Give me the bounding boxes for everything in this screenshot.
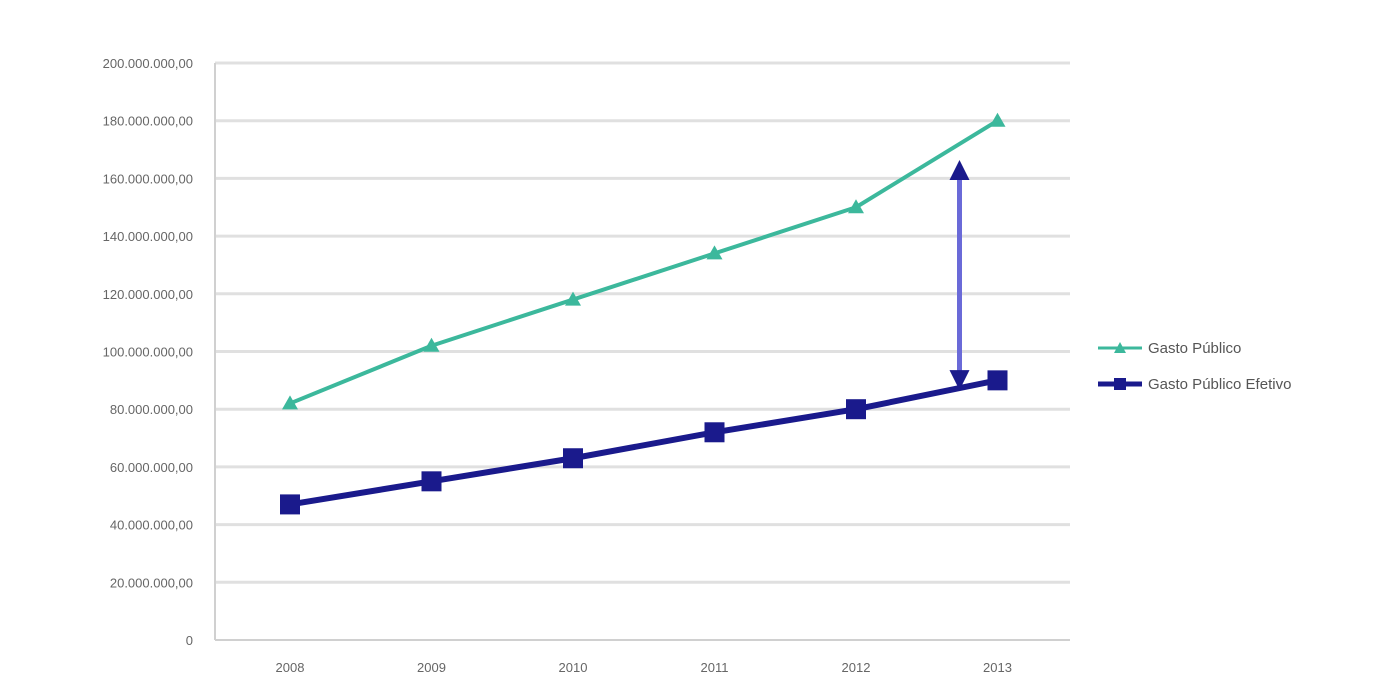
legend-marker-1 [1114,378,1126,390]
series-1-point-3 [704,422,725,443]
annotation-arrow-head-top-0 [949,159,970,180]
legend-label-1: Gasto Público Efetivo [1148,376,1291,393]
series-line-1 [289,377,999,508]
series-1-point-2 [563,448,583,469]
x-tick-label-3: 2011 [701,660,729,675]
series-line-0 [289,118,999,406]
y-tick-label-0: 0 [186,633,193,648]
x-tick-label-1: 2009 [417,660,446,675]
series-0-point-1 [423,337,440,352]
x-tick-label-2: 2010 [559,660,588,675]
y-tick-label-2: 40.000.000,00 [110,518,193,533]
x-tick-label-4: 2012 [842,660,871,675]
y-tick-label-9: 180.000.000,00 [103,114,193,129]
y-tick-label-1: 20.000.000,00 [110,575,193,590]
series-0-point-3 [706,245,723,260]
series-0-point-2 [565,291,581,306]
series-0-point-0 [282,395,298,410]
y-tick-label-6: 120.000.000,00 [103,287,193,302]
series-1-point-5 [987,370,1008,391]
x-tick-label-5: 2013 [983,660,1012,675]
x-tick-label-0: 2008 [276,660,305,675]
annotation-arrow-head-bottom-0 [949,370,970,391]
series-1-point-0 [280,494,300,515]
y-tick-label-10: 200.000.000,00 [103,56,193,71]
series-0-point-5 [989,112,1006,127]
legend-label-0: Gasto Público [1148,340,1241,357]
y-tick-label-8: 160.000.000,00 [103,171,193,186]
y-tick-label-5: 100.000.000,00 [103,345,193,360]
series-1-point-1 [421,471,442,492]
legend-marker-0 [1114,342,1126,353]
series-0-point-4 [848,199,864,214]
y-tick-label-4: 80.000.000,00 [110,402,193,417]
y-tick-label-3: 60.000.000,00 [110,460,193,475]
series-1-point-4 [846,399,866,420]
y-tick-label-7: 140.000.000,00 [103,229,193,244]
